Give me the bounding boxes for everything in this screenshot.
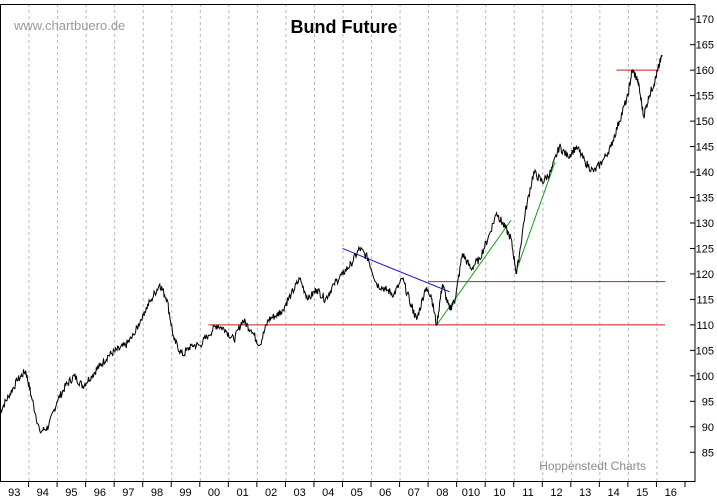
x-tick-label: 04 [322, 487, 334, 499]
x-tick-label: 03 [294, 487, 306, 499]
chart-title: Bund Future [291, 17, 398, 37]
x-tick-label: 99 [179, 487, 191, 499]
y-tick-label: 145 [696, 142, 714, 154]
y-tick-label: 115 [696, 294, 714, 306]
x-tick-label: 12 [550, 487, 562, 499]
x-tick-label: 07 [408, 487, 420, 499]
y-tick-label: 150 [696, 116, 714, 128]
x-tick-label: 13 [579, 487, 591, 499]
x-tick-label: 01 [236, 487, 248, 499]
x-tick-label: 15 [636, 487, 648, 499]
y-tick-label: 90 [702, 422, 714, 434]
x-tick-label: 02 [265, 487, 277, 499]
x-tick-label: 98 [151, 487, 163, 499]
series-layer [0, 54, 663, 434]
x-tick-label: 00 [208, 487, 220, 499]
x-tick-label: 96 [94, 487, 106, 499]
x-tick-label: 14 [608, 487, 620, 499]
x-tick-label: 97 [122, 487, 134, 499]
price-series-line [0, 54, 663, 434]
y-tick-label: 120 [696, 269, 714, 281]
y-tick-label: 165 [696, 40, 714, 52]
grid-layer [28, 4, 658, 481]
plot-frame [0, 4, 696, 482]
x-tick-label: 05 [351, 487, 363, 499]
y-tick-label: 95 [702, 396, 714, 408]
uptrend-trendline [514, 161, 556, 275]
y-tick-label: 160 [696, 65, 714, 77]
y-tick-label: 130 [696, 218, 714, 230]
y-tick-label: 85 [702, 447, 714, 459]
y-tick-label: 125 [696, 243, 714, 255]
y-tick-label: 170 [696, 14, 714, 26]
downtrend-trendline [342, 248, 450, 293]
axis-layer: 93 94 95 96 97 98 99 00 01 02 03 04 05 06 07 08 010 10 11 1… [0, 4, 714, 499]
x-tick-label: 06 [379, 487, 391, 499]
x-tick-label: 94 [37, 487, 49, 499]
y-tick-label: 140 [696, 167, 714, 179]
y-tick-label: 155 [696, 91, 714, 103]
credit-text: Hoppenstedt Charts [539, 459, 646, 473]
x-tick-label: 11 [522, 487, 533, 499]
y-tick-label: 105 [696, 345, 714, 357]
x-tick-label: 08 [436, 487, 448, 499]
watermark-text: www.chartbuero.de [13, 18, 125, 33]
x-tick-label: 95 [65, 487, 77, 499]
x-tick-label: 10 [493, 487, 505, 499]
x-tick-label: 16 [665, 487, 677, 499]
y-tick-label: 100 [696, 371, 714, 383]
x-tick-label: 93 [8, 487, 20, 499]
y-tick-label: 135 [696, 193, 714, 205]
x-tick-label: 010 [462, 487, 480, 499]
y-tick-label: 110 [696, 320, 714, 332]
